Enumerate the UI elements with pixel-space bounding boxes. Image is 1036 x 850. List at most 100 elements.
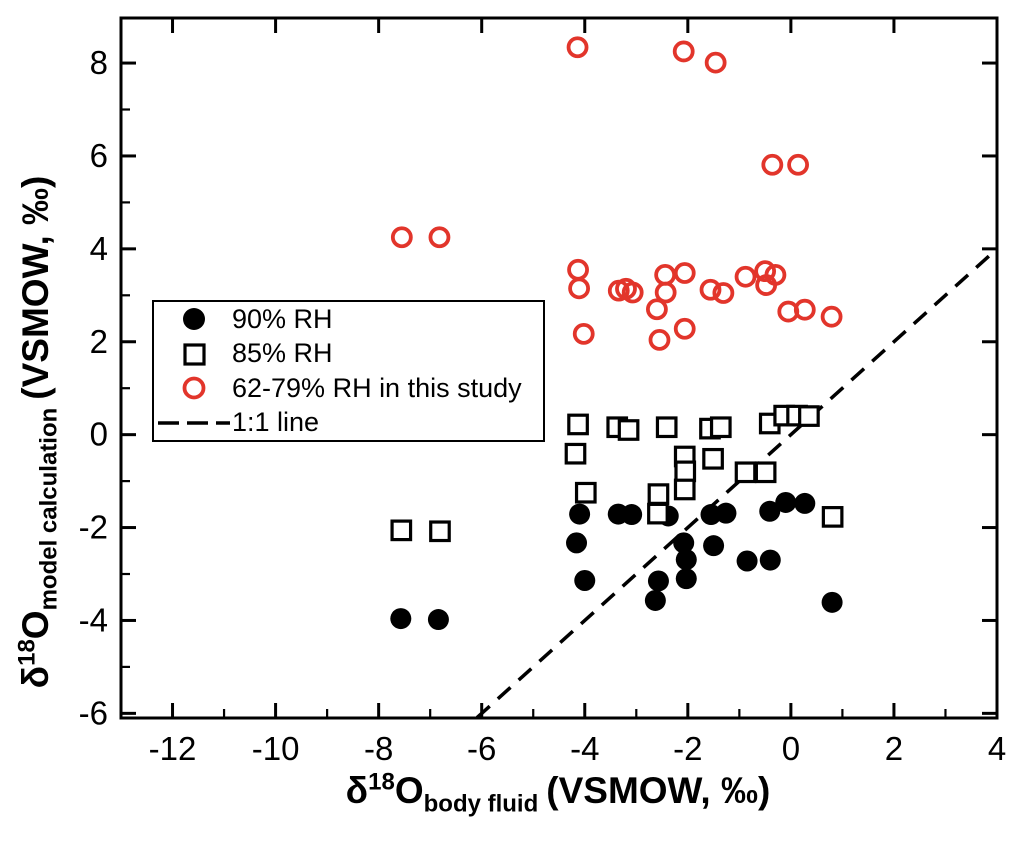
data-point-85rh — [702, 447, 724, 470]
data-point-85rh — [564, 442, 587, 465]
y-tick-label: -6 — [79, 694, 108, 731]
data-point-62-79rh — [567, 258, 589, 281]
data-point-85rh — [674, 460, 697, 483]
y-title-subscript: model calculation — [35, 407, 63, 611]
legend-item-3: 1:1 line — [154, 406, 543, 440]
data-point-62-79rh — [646, 298, 668, 321]
data-point-62-79rh — [621, 281, 644, 304]
y-title-delta: δ — [15, 665, 56, 689]
data-point-90rh — [736, 550, 758, 572]
data-point-90rh — [644, 589, 666, 611]
data-point-62-79rh — [672, 40, 695, 63]
y-axis-title: δ18Omodel calculation (VSMOW, ‰) — [13, 175, 63, 689]
data-point-85rh — [821, 506, 844, 528]
x-tick-label: -4 — [570, 730, 599, 767]
data-point-90rh — [621, 504, 643, 526]
data-point-62-79rh — [648, 328, 671, 351]
y-tick-label: 4 — [90, 230, 108, 267]
axes-box — [119, 16, 999, 720]
data-point-62-79rh — [764, 263, 787, 286]
data-point-85rh — [574, 481, 597, 504]
x-tick-label: 0 — [782, 730, 800, 767]
data-point-90rh — [759, 500, 781, 522]
y-tick-label: 8 — [90, 44, 108, 81]
x-tick-label: 4 — [988, 730, 1006, 767]
data-point-62-79rh — [572, 322, 595, 345]
data-point-90rh — [715, 502, 737, 524]
data-point-62-79rh — [712, 282, 735, 304]
one-to-one-line — [475, 247, 999, 719]
data-point-85rh — [709, 416, 732, 439]
data-point-90rh — [759, 549, 781, 571]
data-point-85rh — [567, 413, 589, 436]
data-point-90rh — [675, 568, 697, 590]
data-point-62-79rh — [734, 265, 757, 288]
data-point-90rh — [775, 491, 797, 513]
data-point-90rh — [574, 570, 596, 592]
y-tick-label: -2 — [79, 509, 108, 546]
data-point-62-79rh — [673, 262, 696, 284]
x-tick-label: -2 — [673, 730, 702, 767]
y-title-unit: (VSMOW, ‰) — [15, 175, 56, 400]
data-point-62-79rh — [754, 260, 777, 283]
data-point-62-79rh — [704, 51, 727, 74]
legend-item-0: 90% RH — [154, 302, 543, 336]
y-tick-label: 0 — [90, 416, 108, 453]
data-point-85rh — [734, 461, 757, 484]
data-point-85rh — [647, 502, 669, 525]
legend-label: 62-79% RH in this study — [232, 372, 522, 403]
legend-item-1: 85% RH — [154, 337, 543, 371]
x-title-element: O — [394, 770, 424, 811]
legend-dashed-line-icon — [158, 421, 230, 425]
data-point-62-79rh — [673, 317, 696, 340]
data-point-62-79rh — [793, 298, 816, 321]
data-point-90rh — [675, 549, 697, 571]
data-point-62-79rh — [787, 153, 809, 176]
x-title-unit: (VSMOW, ‰) — [546, 770, 771, 811]
data-point-62-79rh — [654, 263, 677, 286]
data-point-62-79rh — [568, 277, 590, 300]
data-point-90rh — [569, 503, 591, 525]
legend-open-circle-icon — [182, 376, 206, 400]
x-tick-label: -10 — [252, 730, 300, 767]
data-point-62-79rh — [820, 305, 843, 328]
data-point-85rh — [429, 520, 451, 543]
y-tick-label: -4 — [79, 601, 108, 638]
data-point-85rh — [798, 405, 820, 427]
data-point-90rh — [427, 609, 449, 631]
data-point-90rh — [703, 535, 725, 557]
legend: 90% RH 85% RH 62-79% RH in this study 1:1 l… — [152, 300, 545, 442]
x-title-subscript: body fluid — [423, 790, 539, 818]
x-title-superscript: 18 — [368, 768, 395, 796]
data-point-90rh — [673, 532, 695, 554]
legend-item-2: 62-79% RH in this study — [154, 371, 543, 405]
data-point-85rh — [655, 416, 678, 439]
data-point-90rh — [566, 532, 588, 554]
data-point-90rh — [647, 570, 669, 592]
data-point-62-79rh — [699, 278, 722, 301]
data-point-62-79rh — [390, 226, 413, 249]
x-tick-label: -6 — [467, 730, 496, 767]
y-tick-label: 2 — [90, 323, 108, 360]
data-point-62-79rh — [654, 281, 677, 304]
legend-open-square-icon — [183, 343, 206, 366]
data-point-85rh — [754, 461, 777, 484]
y-title-superscript: 18 — [13, 639, 41, 666]
x-axis-title: δ18Obody fluid (VSMOW, ‰) — [345, 768, 771, 816]
y-tick-label: 6 — [90, 137, 108, 174]
x-tick-label: -8 — [364, 730, 393, 767]
data-point-62-79rh — [566, 36, 589, 59]
legend-label: 85% RH — [232, 338, 333, 369]
data-point-90rh — [794, 492, 816, 514]
x-title-delta: δ — [345, 770, 369, 811]
data-point-90rh — [390, 608, 412, 630]
x-tick-label: 2 — [885, 730, 903, 767]
legend-label: 90% RH — [232, 303, 333, 334]
data-point-90rh — [821, 591, 843, 613]
data-point-85rh — [390, 519, 413, 542]
legend-filled-circle-icon — [183, 308, 205, 331]
y-title-element: O — [15, 610, 56, 640]
legend-label: 1:1 line — [232, 407, 320, 438]
data-point-85rh — [647, 483, 670, 505]
